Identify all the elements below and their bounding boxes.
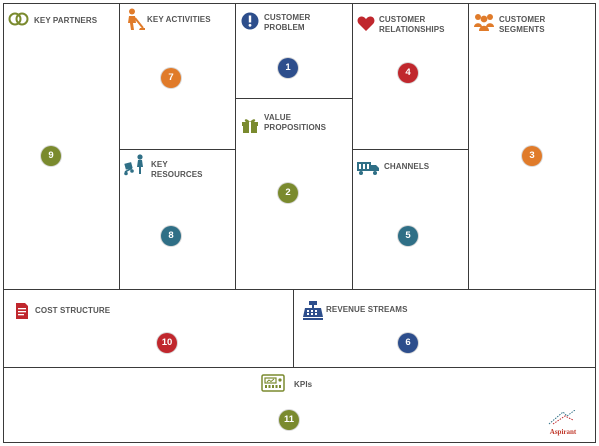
block-number-badge: 11 xyxy=(279,410,299,430)
block-customer-relationships: CUSTOMER RELATIONSHIPS 4 xyxy=(352,3,469,150)
block-title: COST STRUCTURE xyxy=(35,306,111,315)
block-title: KEY RESOURCES xyxy=(151,160,203,179)
people-group-icon xyxy=(474,14,494,31)
block-revenue-streams: REVENUE STREAMS 6 xyxy=(293,289,596,368)
block-title: CUSTOMER PROBLEM xyxy=(264,13,311,32)
block-title: REVENUE STREAMS xyxy=(326,305,408,314)
block-number-badge: 8 xyxy=(161,226,181,246)
block-title: VALUE PROPOSITIONS xyxy=(264,113,327,132)
block-customer-problem: CUSTOMER PROBLEM 1 xyxy=(235,3,353,99)
document-icon xyxy=(16,303,28,319)
block-key-partners: KEY PARTNERS 9 xyxy=(3,3,120,290)
heart-icon xyxy=(357,16,375,31)
block-number-badge: 1 xyxy=(278,58,298,78)
block-channels: CHANNELS 5 xyxy=(352,149,469,290)
logo-mark-icon xyxy=(548,410,576,425)
block-customer-segments: CUSTOMER SEGMENTS 3 xyxy=(468,3,596,290)
block-number-badge: 4 xyxy=(398,63,418,83)
cash-register-icon xyxy=(303,301,323,320)
exclamation-icon xyxy=(241,12,259,30)
aspirant-logo: Aspirant xyxy=(543,410,583,436)
block-kpis: KPIs 11 Aspirant xyxy=(3,367,596,443)
rings-icon xyxy=(8,12,29,26)
block-title: KPIs xyxy=(294,380,313,389)
block-cost-structure: COST STRUCTURE 10 xyxy=(3,289,294,368)
block-key-activities: KEY ACTIVITIES 7 xyxy=(119,3,236,150)
block-number-badge: 3 xyxy=(522,146,542,166)
block-number-badge: 2 xyxy=(278,183,298,203)
gauge-panel-icon xyxy=(261,374,285,392)
block-number-badge: 10 xyxy=(157,333,177,353)
block-number-badge: 9 xyxy=(41,146,61,166)
block-title: CHANNELS xyxy=(384,162,430,171)
block-title: CUSTOMER RELATIONSHIPS xyxy=(379,15,445,34)
block-key-resources: KEY RESOURCES 8 xyxy=(119,149,236,290)
block-title: CUSTOMER SEGMENTS xyxy=(499,15,546,34)
truck-icon xyxy=(357,162,379,175)
gift-icon xyxy=(242,119,258,133)
block-value-propositions: VALUE PROPOSITIONS 2 xyxy=(235,98,353,290)
block-title: KEY PARTNERS xyxy=(34,16,98,25)
block-title: KEY ACTIVITIES xyxy=(147,15,211,24)
block-number-badge: 6 xyxy=(398,333,418,353)
hand-truck-icon xyxy=(124,154,143,176)
logo-text: Aspirant xyxy=(549,428,577,436)
block-number-badge: 7 xyxy=(161,68,181,88)
gardener-icon xyxy=(128,8,145,30)
block-number-badge: 5 xyxy=(398,226,418,246)
